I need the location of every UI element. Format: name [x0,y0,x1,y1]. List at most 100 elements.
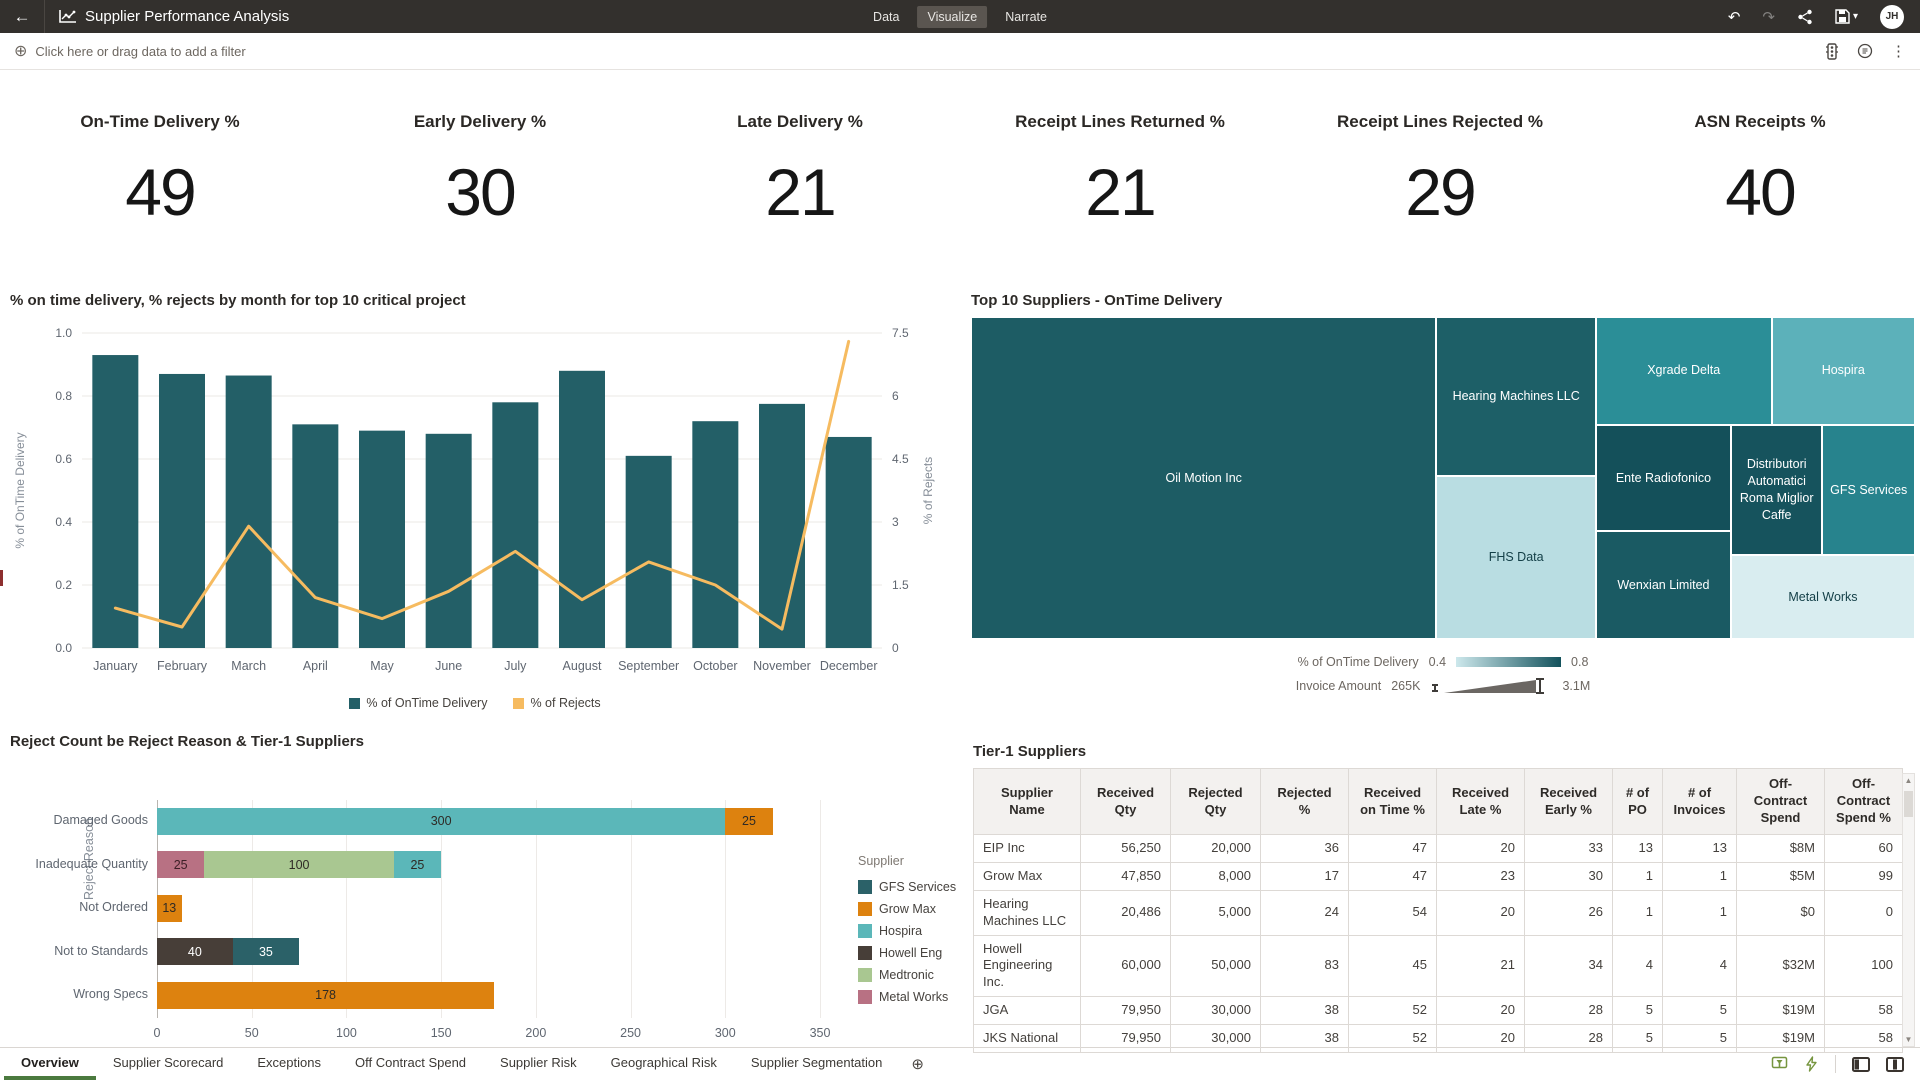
traffic-light-icon[interactable] [1825,43,1839,60]
segment-inadequate-quantity-medtronic[interactable]: 100 [204,851,393,878]
segment-not-to-standards-howell-eng[interactable]: 40 [157,938,233,965]
segment-wrong-specs-grow-max[interactable]: 178 [157,982,494,1009]
kebab-menu-icon[interactable]: ⋮ [1891,42,1906,60]
reject-legend-item-gfs-services[interactable]: GFS Services [858,880,956,894]
bar-july[interactable] [492,402,538,648]
column-header-received-on-time[interactable]: Received on Time % [1349,769,1437,835]
canvas-tab-overview[interactable]: Overview [4,1048,96,1080]
canvas-tab-geographical-risk[interactable]: Geographical Risk [594,1048,734,1080]
canvas-tab-off-contract-spend[interactable]: Off Contract Spend [338,1048,483,1080]
cell: 50,000 [1171,935,1261,997]
save-button[interactable]: ▾ [1835,9,1858,24]
treemap-node-fhs-data[interactable]: FHS Data [1436,476,1596,639]
bar-august[interactable] [559,371,605,648]
topbar-tab-visualize[interactable]: Visualize [917,6,987,28]
column-header-rejected-qty[interactable]: Rejected Qty [1171,769,1261,835]
legend-item-of-rejects[interactable]: % of Rejects [513,696,600,710]
reject-legend-item-metal-works[interactable]: Metal Works [858,990,956,1004]
add-filter-icon[interactable]: ⊕ [14,41,27,61]
table-row-jga[interactable]: JGA79,95030,0003852202855$19M58 [974,997,1903,1025]
scrollbar-thumb[interactable] [1904,791,1913,817]
treemap-node-hearing-machines-llc[interactable]: Hearing Machines LLC [1436,317,1596,476]
cell: 99 [1825,862,1903,890]
bar-january[interactable] [92,355,138,648]
scroll-up-icon[interactable]: ▲ [1905,774,1913,787]
segment-inadequate-quantity-hospira[interactable]: 25 [394,851,441,878]
rejects-line[interactable] [115,341,848,629]
table-scrollbar[interactable]: ▲ ▼ [1902,773,1915,1047]
legend-item-of-ontime-delivery[interactable]: % of OnTime Delivery [349,696,487,710]
treemap-node-xgrade-delta[interactable]: Xgrade Delta [1596,317,1772,425]
column-header-received-early[interactable]: Received Early % [1525,769,1613,835]
filter-bar-prompt[interactable]: Click here or drag data to add a filter [35,44,245,59]
treemap-node-oil-motion-inc[interactable]: Oil Motion Inc [971,317,1436,639]
treemap-node-gfs-services[interactable]: GFS Services [1822,425,1915,555]
present-icon[interactable] [1771,1056,1788,1072]
bar-march[interactable] [226,376,272,648]
x-tick-label: 300 [715,1026,736,1040]
segment-damaged-goods-hospira[interactable]: 300 [157,808,725,835]
segment-inadequate-quantity-metal-works[interactable]: 25 [157,851,204,878]
table-row-howell-engineering-inc[interactable]: Howell Engineering Inc.60,00050,00083452… [974,935,1903,997]
redo-button[interactable]: ↷ [1762,8,1775,26]
table-row-hearing-machines-llc[interactable]: Hearing Machines LLC20,4865,000245420261… [974,890,1903,935]
bar-november[interactable] [759,404,805,648]
canvas-tab-supplier-scorecard[interactable]: Supplier Scorecard [96,1048,241,1080]
add-canvas-icon[interactable]: ⊕ [899,1048,936,1080]
grow-max-swatch [858,902,872,916]
column-header-rejected[interactable]: Rejected % [1261,769,1349,835]
left-panel-toggle-icon[interactable] [1852,1057,1870,1072]
cell: 20 [1437,835,1525,863]
treemap-node-hospira[interactable]: Hospira [1772,317,1915,425]
auto-insights-icon[interactable] [1804,1056,1819,1072]
segment-not-to-standards-gfs-services[interactable]: 35 [233,938,299,965]
column-header-of-po[interactable]: # of PO [1613,769,1663,835]
reject-legend-item-grow-max[interactable]: Grow Max [858,902,956,916]
undo-button[interactable]: ↶ [1728,8,1741,26]
column-header-received-qty[interactable]: Received Qty [1081,769,1171,835]
column-header-off-contract-spend[interactable]: Off-Contract Spend % [1825,769,1903,835]
back-button[interactable]: ← [0,0,44,33]
bar-april[interactable] [292,424,338,648]
scroll-down-icon[interactable]: ▼ [1905,1033,1913,1046]
right-panel-toggle-icon[interactable] [1886,1057,1904,1072]
column-header-of-invoices[interactable]: # of Invoices [1663,769,1737,835]
cell: 4 [1613,935,1663,997]
kpi-value: 21 [960,154,1280,230]
reject-legend-item-hospira[interactable]: Hospira [858,924,956,938]
column-header-received-late[interactable]: Received Late % [1437,769,1525,835]
table-row-jks-national[interactable]: JKS National79,95030,0003852202855$19M58 [974,1025,1903,1053]
cell: 0 [1825,890,1903,935]
bar-february[interactable] [159,374,205,648]
canvas-tab-supplier-risk[interactable]: Supplier Risk [483,1048,594,1080]
bar-june[interactable] [426,434,472,648]
size-max-marker[interactable] [1536,678,1544,694]
column-header-off-contract-spend[interactable]: Off-Contract Spend [1737,769,1825,835]
topbar-actions: ↶ ↷ ▾ JH [1728,5,1920,29]
kpi-label: On-Time Delivery % [0,112,320,132]
segment-not-ordered-grow-max[interactable]: 13 [157,895,182,922]
avatar[interactable]: JH [1880,5,1904,29]
segment-damaged-goods-grow-max[interactable]: 25 [725,808,772,835]
table-row-grow-max[interactable]: Grow Max47,8508,0001747233011$5M99 [974,862,1903,890]
canvas-tab-supplier-segmentation[interactable]: Supplier Segmentation [734,1048,900,1080]
annotation-icon[interactable] [1857,43,1873,59]
bar-december[interactable] [826,437,872,648]
topbar-tab-narrate[interactable]: Narrate [995,6,1057,28]
treemap-node-distributori-automatici-roma-miglior-caffe[interactable]: Distributori Automatici Roma Miglior Caf… [1731,425,1823,555]
reject-legend-item-howell-eng[interactable]: Howell Eng [858,946,956,960]
reject-legend-item-medtronic[interactable]: Medtronic [858,968,956,982]
table-row-eip-inc[interactable]: EIP Inc56,25020,000364720331313$8M60 [974,835,1903,863]
treemap-node-wenxian-limited[interactable]: Wenxian Limited [1596,531,1731,639]
share-icon[interactable] [1797,9,1813,25]
bar-may[interactable] [359,431,405,648]
svg-text:% of OnTime Delivery: % of OnTime Delivery [13,432,27,548]
cell: EIP Inc [974,835,1081,863]
treemap-node-ente-radiofonico[interactable]: Ente Radiofonico [1596,425,1731,531]
topbar-tab-data[interactable]: Data [863,6,909,28]
canvas-tab-exceptions[interactable]: Exceptions [240,1048,338,1080]
treemap-node-metal-works[interactable]: Metal Works [1731,555,1915,639]
bar-october[interactable] [692,421,738,648]
column-header-supplier-name[interactable]: Supplier Name [974,769,1081,835]
bar-september[interactable] [626,456,672,648]
